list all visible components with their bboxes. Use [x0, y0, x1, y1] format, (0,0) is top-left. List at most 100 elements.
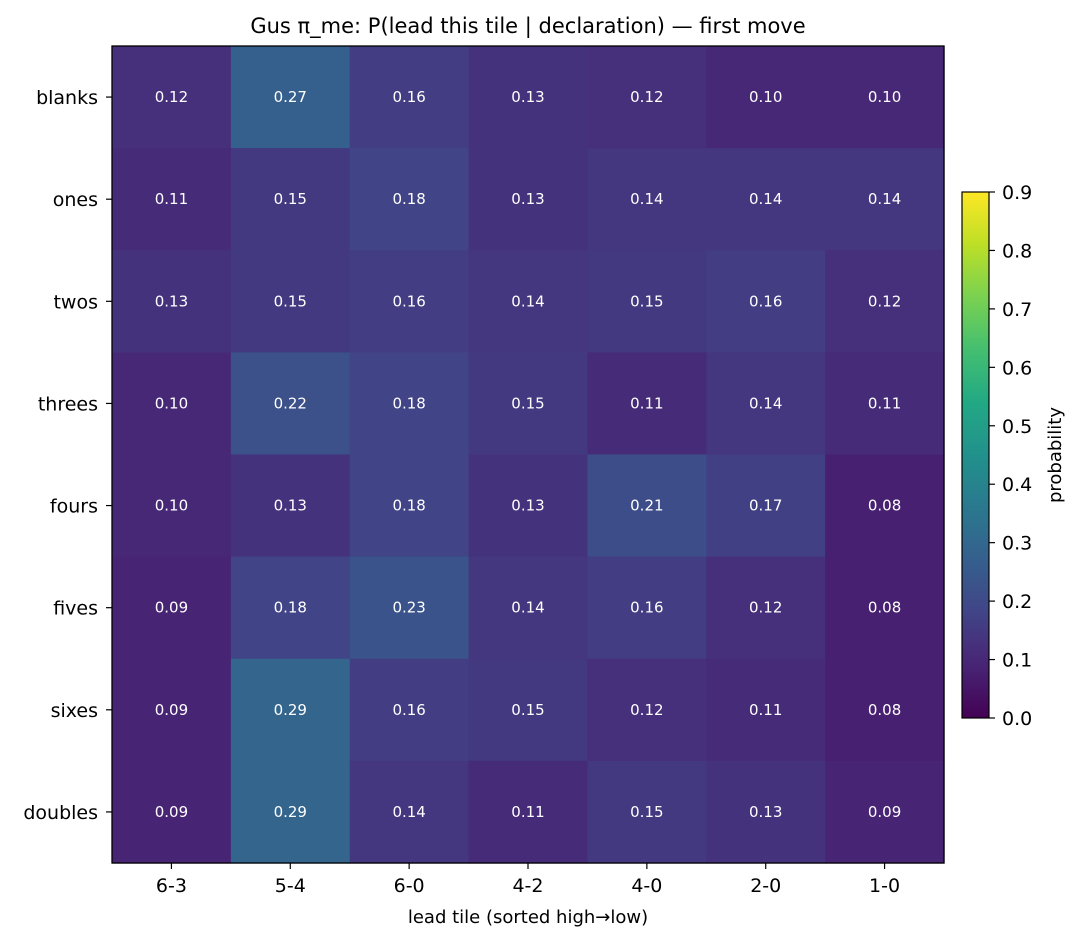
y-tick-label: fives — [53, 598, 98, 620]
y-tick-label: doubles — [23, 802, 98, 824]
heatmap-cell — [587, 148, 707, 251]
colorbar-tick-label: 0.5 — [1002, 416, 1032, 438]
heatmap-cell — [230, 250, 351, 353]
colorbar-tick-label: 0.7 — [1002, 299, 1032, 321]
y-tick-label: threes — [38, 393, 98, 415]
cell-value-label: 0.08 — [868, 497, 901, 515]
colorbar-frame — [961, 191, 990, 719]
heatmap-cell — [587, 352, 707, 456]
cell-value-label: 0.13 — [511, 190, 544, 208]
heatmap-cell — [706, 454, 826, 558]
cell-value-label: 0.12 — [630, 701, 663, 719]
heatmap-cell — [706, 46, 826, 149]
heatmap-cell — [230, 556, 351, 660]
heatmap-cell — [587, 250, 707, 353]
heatmap-cell — [349, 556, 470, 660]
y-tick-label: fours — [50, 496, 98, 518]
colorbar-tick-label: 0.6 — [1002, 357, 1032, 379]
x-axis: 6-3 5-4 6-0 4-2 4-0 2-0 1-0 — [156, 863, 900, 897]
y-tick-label: sixes — [51, 700, 98, 722]
heatmap-cell — [230, 658, 351, 762]
colorbar — [962, 192, 989, 718]
heatmap-cell — [468, 556, 589, 660]
colorbar-tick-label: 0.4 — [1002, 474, 1032, 496]
heatmap-cell — [112, 250, 232, 353]
cell-value-label: 0.13 — [155, 292, 188, 310]
cell-value-label: 0.13 — [749, 803, 782, 821]
cell-value-label: 0.11 — [155, 190, 188, 208]
cell-value-label: 0.15 — [511, 701, 544, 719]
colorbar-label: probability — [1045, 407, 1066, 503]
colorbar-tick-label: 0.9 — [1002, 182, 1032, 204]
cell-value-label: 0.14 — [511, 292, 544, 310]
heatmap-cell — [112, 658, 232, 762]
x-tick-label: 4-0 — [631, 875, 662, 897]
y-tick-label: blanks — [36, 87, 98, 109]
cell-value-label: 0.08 — [868, 701, 901, 719]
heatmap-cell — [468, 46, 589, 149]
colorbar-ticks: 0.0 0.1 0.2 0.3 0.4 0.5 0.6 0.7 0.8 0.9 — [989, 182, 1032, 730]
cell-value-label: 0.29 — [274, 803, 307, 821]
cell-value-label: 0.15 — [274, 292, 307, 310]
cell-value-label: 0.16 — [630, 599, 663, 617]
cell-value-label: 0.14 — [511, 599, 544, 617]
cell-value-label: 0.14 — [630, 190, 663, 208]
x-tick-label: 2-0 — [750, 875, 781, 897]
heatmap-cell — [112, 46, 232, 149]
cell-value-label: 0.16 — [392, 88, 425, 106]
cell-value-label: 0.18 — [392, 394, 425, 412]
heatmap-cell — [825, 760, 945, 864]
heatmap-cell — [468, 454, 589, 558]
cell-value-label: 0.17 — [749, 497, 782, 515]
cell-value-label: 0.14 — [749, 190, 782, 208]
cell-value-label: 0.10 — [155, 497, 188, 515]
cell-value-label: 0.13 — [511, 88, 544, 106]
cell-value-label: 0.11 — [868, 394, 901, 412]
cell-value-label: 0.09 — [155, 701, 188, 719]
x-axis-label: lead tile (sorted high→low) — [408, 907, 648, 928]
cell-value-label: 0.22 — [274, 394, 307, 412]
cell-value-label: 0.15 — [630, 803, 663, 821]
heatmap-cell — [468, 658, 589, 762]
cell-value-label: 0.13 — [274, 497, 307, 515]
heatmap-cell — [825, 658, 945, 762]
heatmap-cell — [825, 454, 945, 558]
colorbar-tick-label: 0.3 — [1002, 533, 1032, 555]
heatmap-cell — [587, 556, 707, 660]
heatmap-cell — [230, 148, 351, 251]
x-tick-label: 6-3 — [156, 875, 187, 897]
cell-value-label: 0.18 — [274, 599, 307, 617]
heatmap-cell — [706, 556, 826, 660]
heatmap-cell — [706, 658, 826, 762]
y-tick-label: ones — [53, 189, 98, 211]
cell-value-label: 0.14 — [749, 394, 782, 412]
cell-value-label: 0.15 — [274, 190, 307, 208]
heatmap-cell — [587, 760, 707, 864]
y-tick-label: twos — [53, 291, 98, 313]
cell-value-label: 0.16 — [392, 701, 425, 719]
cell-value-label: 0.27 — [274, 88, 307, 106]
cell-value-label: 0.16 — [392, 292, 425, 310]
cell-value-labels: 0.12 0.27 0.16 0.13 0.12 0.10 0.10 0.11 0.15 0.18… — [155, 88, 902, 821]
heatmap-cell — [825, 250, 945, 353]
heatmap-cell — [825, 46, 945, 149]
heatmap-cell — [825, 148, 945, 251]
chart-title: Gus π_me: P(lead this tile | declaration… — [250, 14, 805, 39]
heatmap-cell — [825, 556, 945, 660]
cell-value-label: 0.10 — [155, 394, 188, 412]
heatmap-cell — [230, 46, 351, 149]
x-tick-label: 6-0 — [394, 875, 425, 897]
cell-value-label: 0.21 — [630, 497, 663, 515]
heatmap-cell — [587, 46, 707, 149]
heatmap-cell — [112, 454, 232, 558]
heatmap-cell — [706, 352, 826, 456]
heatmap-cell — [112, 760, 232, 864]
cell-value-label: 0.18 — [392, 190, 425, 208]
heatmap-cell — [230, 352, 351, 456]
x-tick-label: 1-0 — [869, 875, 900, 897]
cell-value-label: 0.11 — [630, 394, 663, 412]
cell-value-label: 0.09 — [868, 803, 901, 821]
cell-value-label: 0.11 — [749, 701, 782, 719]
heatmap-cell — [349, 760, 470, 864]
